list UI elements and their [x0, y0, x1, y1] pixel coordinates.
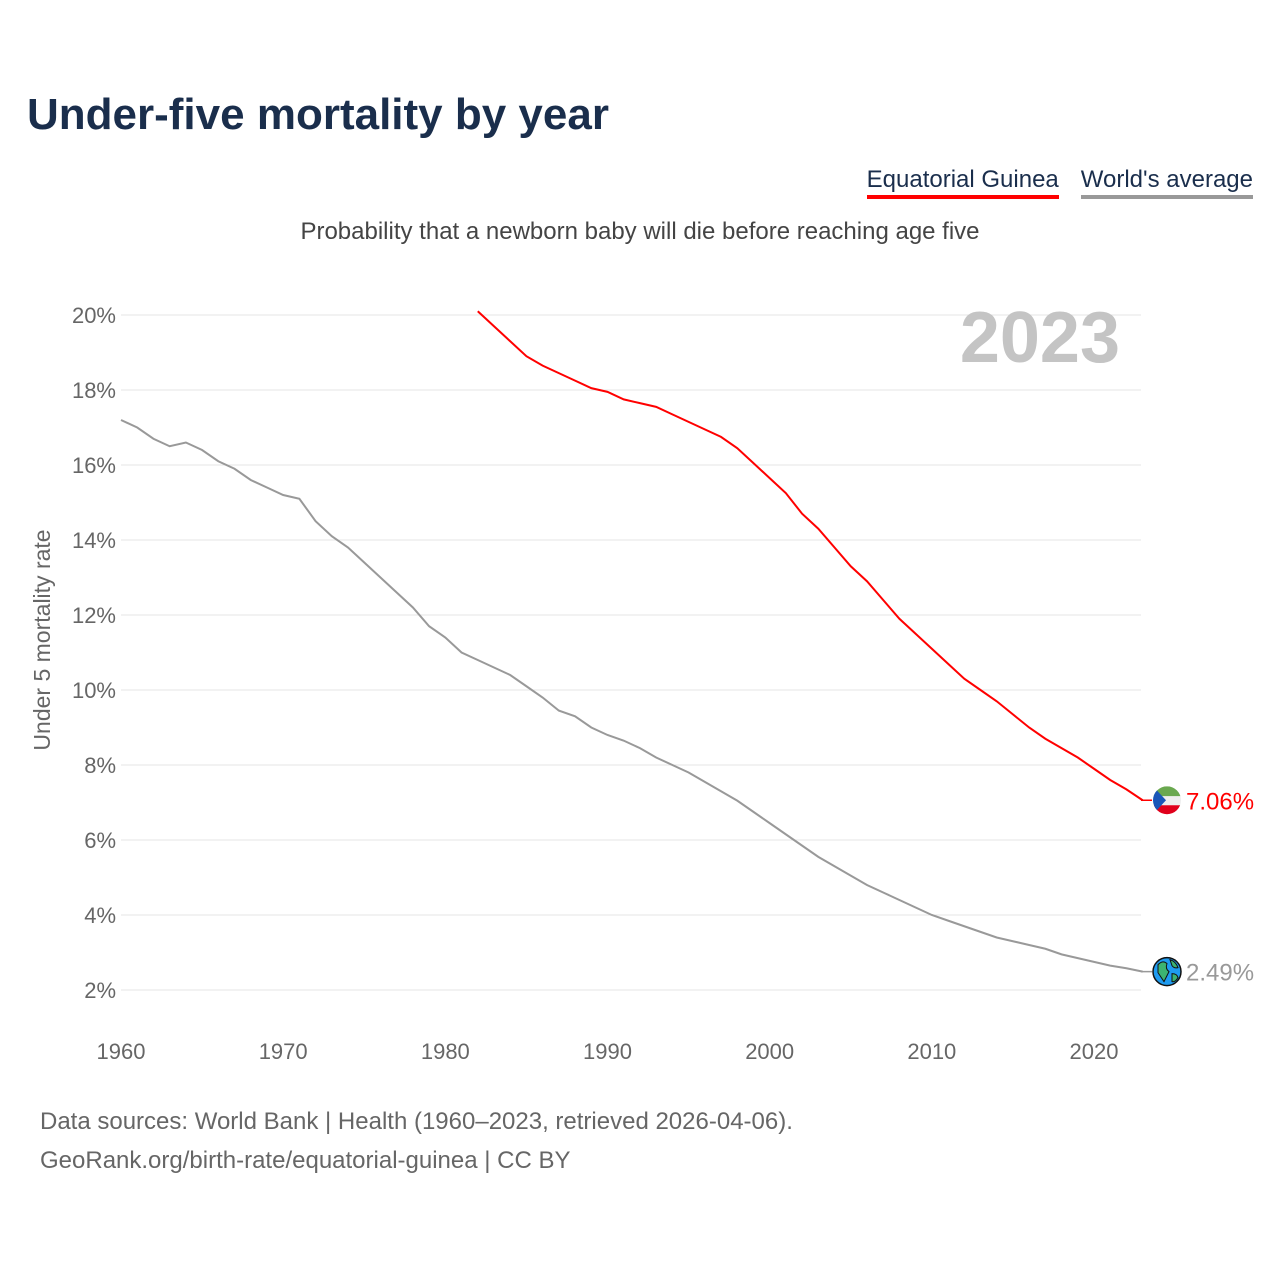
series-line-world — [120, 419, 1143, 973]
x-tick-label: 1990 — [583, 1039, 632, 1064]
footer-link[interactable]: GeoRank.org/birth-rate/equatorial-guinea… — [40, 1147, 571, 1174]
globe-icon — [1152, 956, 1182, 987]
legend-equatorial-guinea[interactable]: Equatorial Guinea — [866, 166, 1059, 199]
end-value-label: 2.49% — [1186, 960, 1254, 987]
footer-sources: Data sources: World Bank | Health (1960–… — [40, 1108, 793, 1135]
y-tick-label: 4% — [84, 903, 116, 928]
y-axis-label: Under 5 mortality rate — [29, 529, 55, 750]
y-tick-label: 6% — [84, 828, 116, 853]
y-tick-label: 2% — [84, 978, 116, 1003]
chart-subtitle: Probability that a newborn baby will die… — [300, 218, 980, 245]
flag-equatorial-guinea-icon — [1153, 786, 1181, 815]
y-tick-label: 18% — [72, 378, 116, 403]
legend: Equatorial Guinea World's average — [866, 166, 1253, 199]
x-tick-label: 2010 — [907, 1039, 956, 1064]
x-tick-label: 1960 — [97, 1039, 146, 1064]
x-tick-label: 1970 — [259, 1039, 308, 1064]
legend-world-average[interactable]: World's average — [1080, 166, 1253, 199]
year-watermark: 2023 — [960, 298, 1120, 378]
x-tick-label: 1980 — [421, 1039, 470, 1064]
end-value-label: 7.06% — [1186, 788, 1254, 815]
x-tick-label: 2000 — [745, 1039, 794, 1064]
y-tick-label: 14% — [72, 528, 116, 553]
y-tick-label: 12% — [72, 603, 116, 628]
series-line-equatorial-guinea — [477, 310, 1144, 802]
x-tick-label: 2020 — [1070, 1039, 1119, 1064]
y-tick-label: 16% — [72, 453, 116, 478]
chart-title: Under-five mortality by year — [27, 90, 609, 139]
y-tick-label: 10% — [72, 678, 116, 703]
y-tick-label: 8% — [84, 753, 116, 778]
y-tick-label: 20% — [72, 303, 116, 328]
